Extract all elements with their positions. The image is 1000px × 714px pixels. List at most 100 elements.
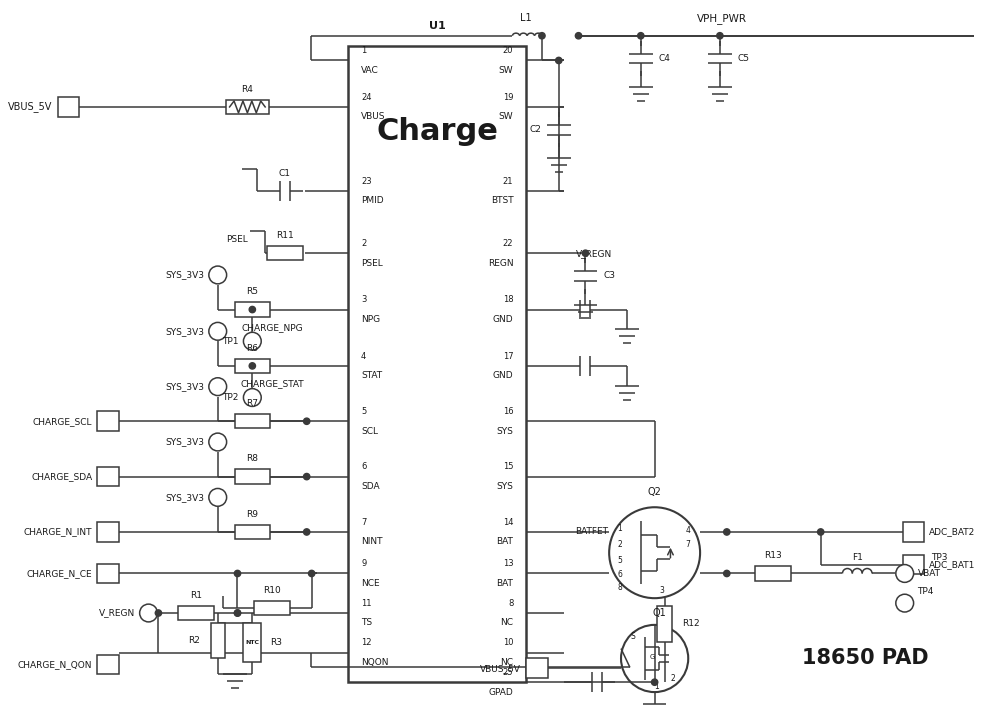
Text: 25: 25: [503, 668, 513, 677]
Circle shape: [582, 250, 589, 256]
Text: TP3: TP3: [931, 553, 948, 562]
Text: 4: 4: [685, 526, 690, 536]
Text: CHARGE_N_INT: CHARGE_N_INT: [24, 528, 92, 536]
Text: TP4: TP4: [918, 587, 934, 595]
Circle shape: [651, 679, 658, 685]
Text: 20: 20: [503, 46, 513, 55]
Text: VAC: VAC: [361, 66, 379, 75]
Circle shape: [209, 323, 227, 340]
Circle shape: [249, 306, 255, 313]
Circle shape: [896, 594, 914, 612]
Text: 2: 2: [617, 540, 622, 549]
Text: 14: 14: [503, 518, 513, 526]
Bar: [755, 566, 791, 580]
Text: VBUS_5V: VBUS_5V: [480, 664, 521, 673]
Circle shape: [234, 610, 241, 616]
Text: Q2: Q2: [648, 488, 662, 498]
Text: L1: L1: [520, 13, 532, 23]
Circle shape: [609, 507, 700, 598]
Text: TP1: TP1: [222, 337, 238, 346]
Text: CHARGE_SCL: CHARGE_SCL: [33, 417, 92, 426]
Circle shape: [724, 570, 730, 577]
Text: 2: 2: [670, 674, 675, 683]
Text: R4: R4: [241, 85, 253, 94]
Circle shape: [304, 418, 310, 424]
Text: S: S: [631, 632, 635, 641]
Text: 1: 1: [617, 523, 622, 533]
Text: NTC: NTC: [245, 640, 259, 645]
Circle shape: [243, 332, 261, 350]
Text: R11: R11: [276, 231, 294, 240]
Bar: [97, 522, 119, 542]
Text: 7: 7: [361, 518, 366, 526]
Text: 16: 16: [503, 407, 513, 416]
Text: GPAD: GPAD: [489, 688, 513, 697]
Circle shape: [308, 570, 315, 577]
Text: 17: 17: [503, 351, 513, 361]
Bar: [97, 655, 119, 674]
Text: R7: R7: [246, 399, 258, 408]
Bar: [243, 623, 261, 663]
Text: R13: R13: [764, 551, 782, 560]
Text: SW: SW: [499, 112, 513, 121]
Text: NC: NC: [500, 618, 513, 628]
Text: V_REGN: V_REGN: [576, 248, 612, 258]
Text: C4: C4: [659, 54, 670, 63]
Bar: [267, 246, 303, 261]
Bar: [226, 100, 269, 114]
Text: 18650 PAD: 18650 PAD: [802, 648, 928, 668]
Text: CHARGE_STAT: CHARGE_STAT: [240, 379, 304, 388]
Circle shape: [155, 610, 162, 616]
Circle shape: [575, 33, 582, 39]
Text: R5: R5: [246, 287, 258, 296]
Text: CHARGE_N_QON: CHARGE_N_QON: [18, 660, 92, 669]
Bar: [97, 563, 119, 583]
Text: SYS_3V3: SYS_3V3: [165, 382, 204, 391]
Text: NPG: NPG: [361, 315, 380, 324]
Bar: [97, 411, 119, 431]
Bar: [348, 46, 526, 682]
Text: VBUS: VBUS: [361, 112, 386, 121]
Circle shape: [638, 33, 644, 39]
Text: BTST: BTST: [491, 196, 513, 206]
Text: CHARGE_NPG: CHARGE_NPG: [241, 323, 303, 332]
Bar: [903, 555, 924, 575]
Text: GND: GND: [493, 315, 513, 324]
Text: U1: U1: [429, 21, 446, 31]
Text: C3: C3: [603, 271, 615, 281]
Text: 24: 24: [361, 93, 372, 101]
Text: 1: 1: [654, 682, 659, 690]
Text: ADC_BAT2: ADC_BAT2: [929, 528, 976, 536]
Text: R2: R2: [188, 636, 200, 645]
Text: 3: 3: [660, 585, 664, 595]
Circle shape: [209, 433, 227, 451]
Circle shape: [243, 388, 261, 406]
Bar: [235, 414, 270, 428]
Text: SYS_3V3: SYS_3V3: [165, 438, 204, 446]
Text: 6: 6: [361, 462, 366, 471]
Text: 12: 12: [361, 638, 372, 647]
Text: R12: R12: [682, 619, 700, 628]
Text: SYS: SYS: [496, 427, 513, 436]
Text: 3: 3: [361, 295, 366, 304]
Text: F1: F1: [852, 553, 863, 562]
Text: C2: C2: [529, 125, 541, 134]
Text: SW: SW: [499, 66, 513, 75]
Bar: [178, 606, 214, 620]
Text: 23: 23: [361, 176, 372, 186]
Bar: [235, 525, 270, 539]
Bar: [657, 606, 672, 642]
Text: Q1: Q1: [653, 608, 666, 618]
Text: 6: 6: [617, 570, 622, 579]
Text: Charge: Charge: [376, 117, 498, 146]
Text: 18: 18: [503, 295, 513, 304]
Circle shape: [556, 57, 562, 64]
Circle shape: [234, 610, 241, 616]
Text: 13: 13: [503, 559, 513, 568]
Text: VPH_PWR: VPH_PWR: [697, 14, 747, 24]
Circle shape: [724, 529, 730, 535]
Text: 8: 8: [508, 598, 513, 608]
Text: 2: 2: [361, 238, 366, 248]
Circle shape: [209, 488, 227, 506]
Text: CHARGE_N_CE: CHARGE_N_CE: [27, 569, 92, 578]
